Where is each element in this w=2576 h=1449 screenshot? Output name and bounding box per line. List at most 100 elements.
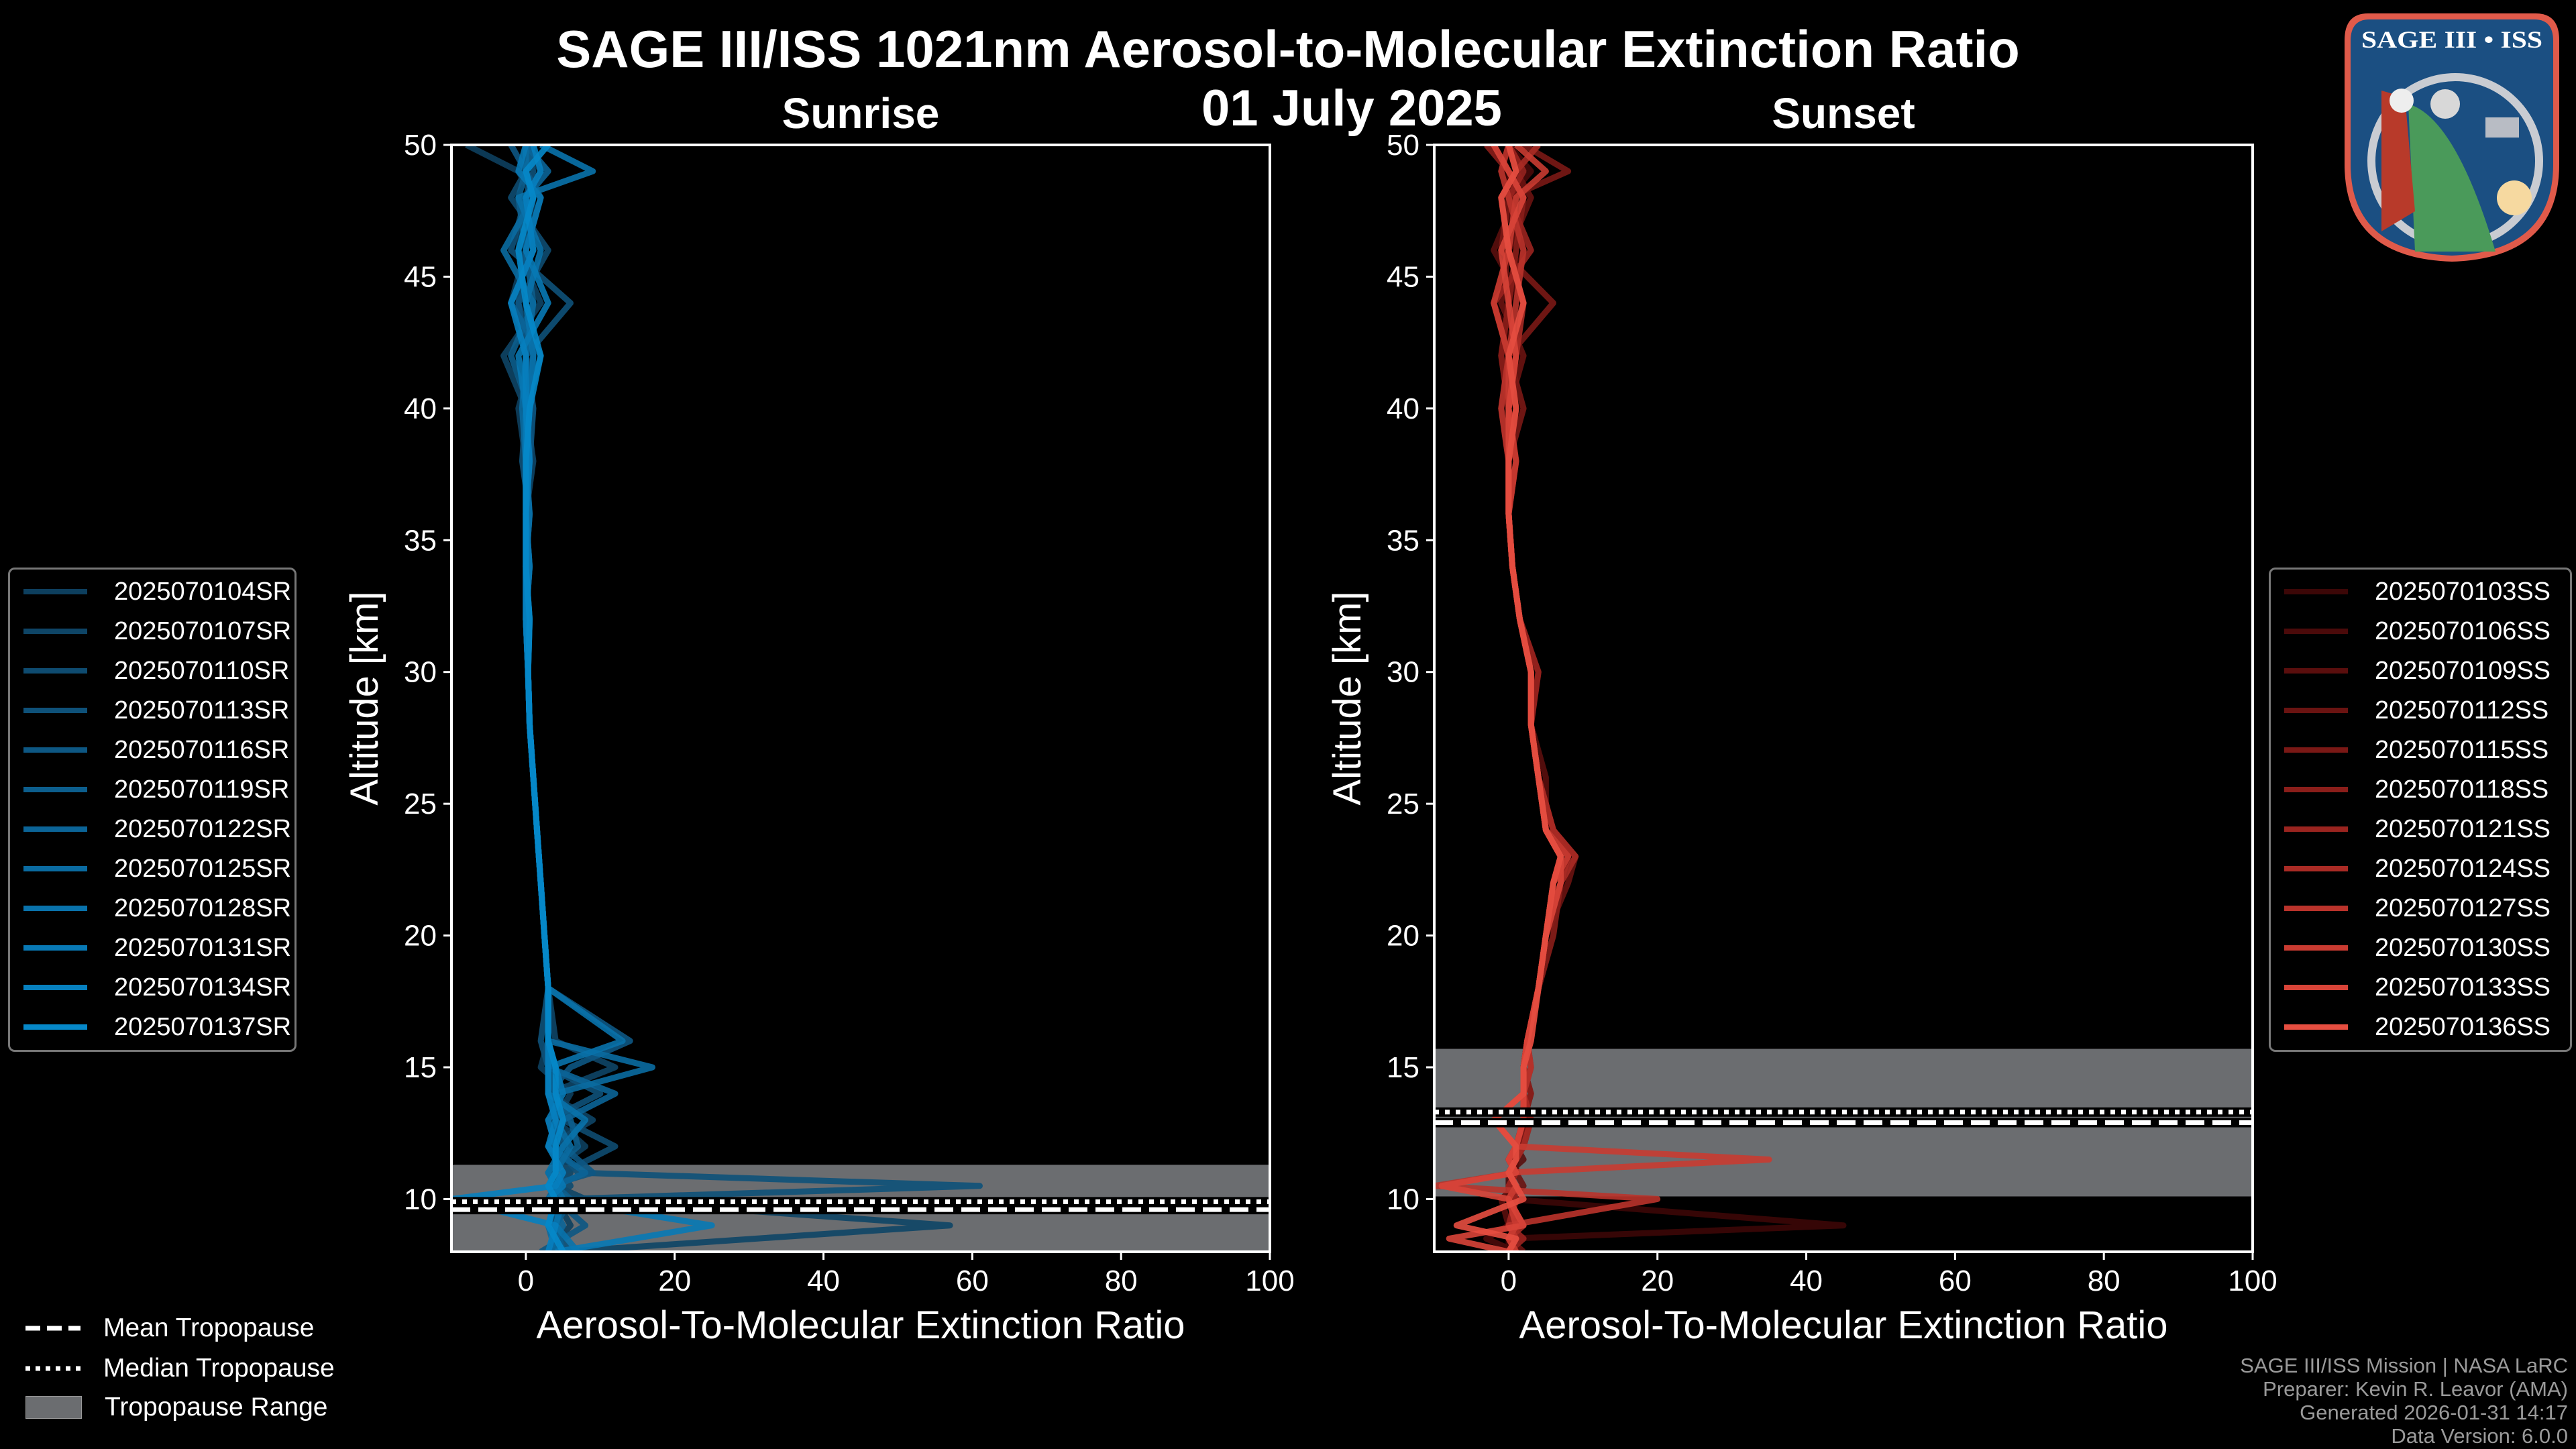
legend-swatch [23,1024,87,1030]
tropopause-legend: Mean Tropopause Median Tropopause Tropop… [0,1308,402,1442]
legend-label: 2025070124SS [2375,854,2551,883]
figure-title: SAGE III/ISS 1021nm Aerosol-to-Molecular… [556,19,2020,78]
logo-text: SAGE III • ISS [2361,26,2542,53]
x-axis-label: Aerosol-To-Molecular Extinction Ratio [536,1303,1185,1347]
legend-swatch [2284,906,2348,911]
x-tick-label: 40 [807,1265,840,1297]
legend-item: 2025070124SS [2284,852,2551,885]
y-tick-label: 15 [1387,1051,1419,1084]
y-tick-label: 50 [404,129,437,162]
y-tick-label: 50 [1387,129,1419,162]
legend-swatch [2284,1024,2348,1030]
profile-line-2025070136SS [1453,145,1564,1252]
legend-item: 2025070128SR [23,892,291,925]
credit-generated: Generated 2026-01-31 14:17 [2300,1401,2568,1424]
legend-swatch [2284,985,2348,990]
legend-label: 2025070110SR [114,656,290,685]
x-tick-label: 20 [1641,1265,1674,1297]
sunset-profiles [1434,145,1847,1252]
legend-item: 2025070119SR [23,773,289,806]
sunset-plot: 0 20 40 60 80 100 10 15 20 25 30 35 40 45 50 Aerosol-To… [1326,129,2277,1347]
y-axis-label: Altitude [km] [1326,591,1369,805]
legend-item: 2025070133SS [2284,971,2551,1004]
legend-label: 2025070131SR [114,933,292,962]
y-tick-label: 30 [404,656,437,689]
legend-item: 2025070136SS [2284,1010,2551,1044]
legend-swatch [2284,787,2348,792]
y-tick-label: 35 [404,524,437,557]
legend-swatch [23,826,87,832]
x-tick-label: 100 [1245,1265,1294,1297]
x-tick-label: 80 [2088,1265,2121,1297]
legend-label: 2025070115SS [2375,735,2549,764]
legend-swatch [2284,866,2348,871]
legend-swatch [23,906,87,911]
legend-swatch [23,985,87,990]
sunset-panel-title: Sunset [1772,89,1915,138]
x-tick-label: 80 [1105,1265,1138,1297]
legend-swatch [2284,589,2348,594]
legend-swatch [2284,629,2348,634]
y-tick-label: 40 [1387,392,1419,425]
legend-swatch [2284,668,2348,674]
figure-date: 01 July 2025 [1201,80,1502,137]
legend-item: 2025070109SS [2284,654,2551,688]
legend-item: 2025070104SR [23,575,291,608]
profile-line-2025070137SR [515,145,566,1252]
profile-line-2025070107SR [500,145,953,1252]
legend-label: 2025070125SR [114,854,292,883]
dashed-line-icon [25,1326,80,1331]
legend-label: 2025070122SR [114,814,292,843]
x-tick-label: 100 [2228,1265,2277,1297]
legend-item: 2025070112SS [2284,694,2548,727]
legend-item: 2025070107SR [23,614,291,648]
legend-swatch [2284,747,2348,753]
legend-swatch [23,668,87,674]
y-axis-label: Altitude [km] [343,591,386,805]
legend-swatch [23,629,87,634]
legend-swatch [23,866,87,871]
legend-swatch [2284,708,2348,713]
legend-label: 2025070107SR [114,616,292,645]
y-tick-label: 30 [1387,656,1419,689]
y-tick-label: 45 [1387,260,1419,293]
legend-item: 2025070103SS [2284,575,2551,608]
legend-label: 2025070128SR [114,894,292,922]
tropopause-range-label: Tropopause Range [105,1393,328,1421]
legend-label: 2025070134SR [114,973,292,1002]
credit-mission: SAGE III/ISS Mission | NASA LaRC [2240,1354,2568,1377]
sunrise-legend: 2025070104SR 2025070107SR 2025070110SR 2025… [8,568,297,1052]
sunrise-profiles [451,145,983,1252]
legend-label: 2025070137SR [114,1012,292,1041]
y-tick-label: 15 [404,1051,437,1084]
legend-label: 2025070118SS [2375,775,2549,804]
legend-label: 2025070104SR [114,577,292,606]
legend-item: 2025070122SR [23,812,291,846]
legend-item: 2025070106SS [2284,614,2551,648]
legend-label: 2025070119SR [114,775,290,804]
legend-item: 2025070130SS [2284,931,2551,965]
y-tick-label: 45 [404,260,437,293]
legend-label: 2025070136SS [2375,1012,2551,1041]
legend-label: 2025070113SR [114,696,290,724]
legend-swatch [23,787,87,792]
legend-swatch [23,945,87,951]
x-tick-label: 0 [518,1265,534,1297]
credits: SAGE III/ISS Mission | NASA LaRC Prepare… [2240,1354,2568,1448]
legend-swatch [2284,826,2348,832]
legend-label: 2025070103SS [2375,577,2551,606]
axes-frame [1433,144,2254,1253]
median-tropopause-label: Median Tropopause [103,1354,335,1383]
x-tick-label: 20 [658,1265,691,1297]
legend-item: 2025070113SR [23,694,289,727]
sunrise-panel-title: Sunrise [782,89,940,138]
legend-label: 2025070116SR [114,735,290,764]
legend-swatch [23,589,87,594]
legend-label: 2025070133SS [2375,973,2551,1002]
legend-item: 2025070115SS [2284,733,2548,767]
x-axis-label: Aerosol-To-Molecular Extinction Ratio [1519,1303,2167,1347]
legend-label: 2025070121SS [2375,814,2551,843]
legend-swatch [23,708,87,713]
y-tick-label: 25 [1387,788,1419,820]
